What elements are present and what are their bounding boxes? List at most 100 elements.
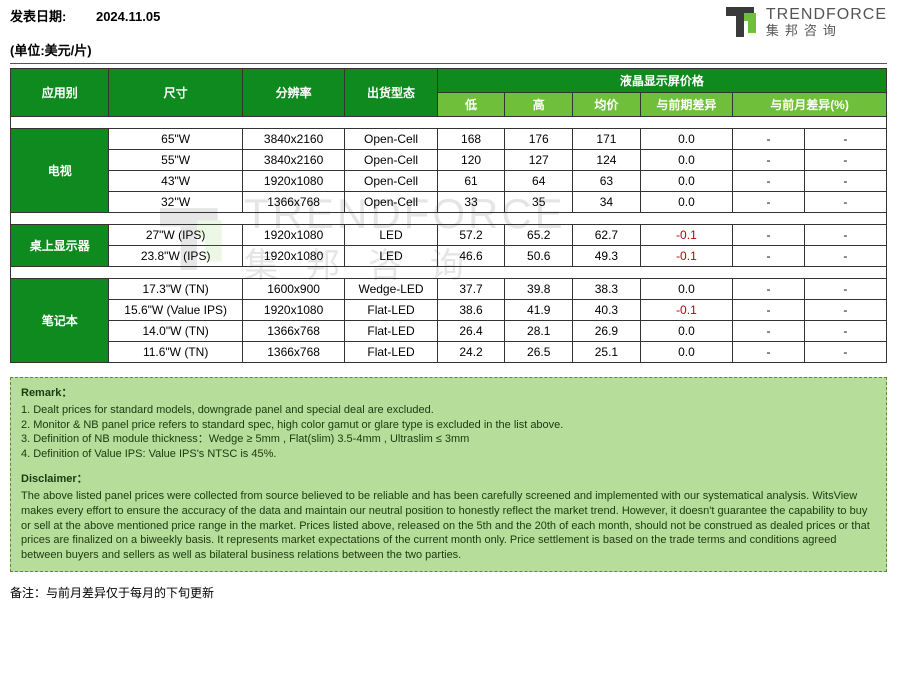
remark-line: 4. Definition of Value IPS: Value IPS's … [21,447,876,462]
cell-res: 1920x1080 [242,299,345,320]
publish-date-label: 发表日期: [10,6,66,25]
cell-res: 1366x768 [242,191,345,212]
table-row: 55"W3840x2160Open-Cell1201271240.0-- [11,149,887,170]
cell-diff-prev: 0.0 [640,128,732,149]
cell-high: 41.9 [505,299,573,320]
cell-ship: Wedge-LED [345,278,437,299]
table-row: 笔记本17.3"W (TN)1600x900Wedge-LED37.739.83… [11,278,887,299]
table-row: 14.0"W (TN)1366x768Flat-LED26.428.126.90… [11,320,887,341]
cell-low: 61 [437,170,505,191]
logo-cn: 集邦咨询 [766,24,887,38]
cell-size: 32''W [109,191,242,212]
col-diff-month: 与前月差异(%) [733,92,887,116]
cell-diff-month-a: - [733,299,805,320]
table-row: 32''W1366x768Open-Cell3335340.0-- [11,191,887,212]
cell-high: 127 [505,149,573,170]
cell-avg: 49.3 [573,245,641,266]
cell-diff-prev: -0.1 [640,224,732,245]
remark-box: Remark： 1. Dealt prices for standard mod… [10,377,887,572]
cell-ship: Open-Cell [345,128,437,149]
table-row: 23.8"W (IPS)1920x1080LED46.650.649.3-0.1… [11,245,887,266]
col-ship: 出货型态 [345,68,437,116]
cell-high: 64 [505,170,573,191]
cell-ship: LED [345,245,437,266]
cell-ship: Flat-LED [345,299,437,320]
cell-size: 15.6"W (Value IPS) [109,299,242,320]
cell-high: 176 [505,128,573,149]
cell-low: 37.7 [437,278,505,299]
cell-res: 1920x1080 [242,224,345,245]
cell-low: 168 [437,128,505,149]
category-cell: 笔记本 [11,278,109,362]
col-high: 高 [505,92,573,116]
publish-date-value: 2024.11.05 [96,9,160,24]
cell-diff-month-b: - [804,341,886,362]
cell-size: 17.3"W (TN) [109,278,242,299]
col-app: 应用别 [11,68,109,116]
cell-low: 120 [437,149,505,170]
cell-diff-month-a: - [733,224,805,245]
table-row: 电视65"W3840x2160Open-Cell1681761710.0-- [11,128,887,149]
cell-high: 26.5 [505,341,573,362]
cell-diff-prev: -0.1 [640,299,732,320]
cell-diff-month-a: - [733,245,805,266]
category-cell: 电视 [11,128,109,212]
cell-diff-month-a: - [733,128,805,149]
col-low: 低 [437,92,505,116]
header-divider [10,63,887,64]
cell-size: 55"W [109,149,242,170]
remark-line: 3. Definition of NB module thickness：Wed… [21,432,876,447]
cell-diff-prev: 0.0 [640,278,732,299]
col-diff-prev: 与前期差异 [640,92,732,116]
cell-size: 43"W [109,170,242,191]
cell-avg: 63 [573,170,641,191]
section-gap [11,116,887,128]
category-cell: 桌上显示器 [11,224,109,266]
cell-ship: Open-Cell [345,149,437,170]
logo-icon [726,7,760,37]
cell-avg: 40.3 [573,299,641,320]
logo-text: TRENDFORCE 集邦咨询 [766,6,887,38]
cell-res: 1600x900 [242,278,345,299]
cell-size: 11.6"W (TN) [109,341,242,362]
cell-low: 57.2 [437,224,505,245]
cell-ship: Flat-LED [345,341,437,362]
remark-title: Remark： [21,386,876,401]
cell-diff-prev: 0.0 [640,341,732,362]
cell-high: 28.1 [505,320,573,341]
disclaimer-title: Disclaimer： [21,472,876,487]
cell-high: 50.6 [505,245,573,266]
cell-res: 1920x1080 [242,170,345,191]
cell-avg: 124 [573,149,641,170]
cell-ship: Open-Cell [345,191,437,212]
table-row: 桌上显示器27"W (IPS)1920x1080LED57.265.262.7-… [11,224,887,245]
cell-low: 24.2 [437,341,505,362]
table-head: 应用别 尺寸 分辨率 出货型态 液晶显示屏价格 低 高 均价 与前期差异 与前月… [11,68,887,116]
cell-diff-month-a: - [733,149,805,170]
remark-line: 1. Dealt prices for standard models, dow… [21,403,876,418]
cell-res: 1920x1080 [242,245,345,266]
col-price-group: 液晶显示屏价格 [437,68,886,92]
cell-diff-month-b: - [804,149,886,170]
cell-diff-month-a: - [733,191,805,212]
cell-diff-month-b: - [804,278,886,299]
cell-diff-prev: 0.0 [640,149,732,170]
cell-diff-month-a: - [733,278,805,299]
cell-low: 26.4 [437,320,505,341]
cell-diff-month-a: - [733,320,805,341]
remark-lines: 1. Dealt prices for standard models, dow… [21,403,876,462]
cell-res: 3840x2160 [242,128,345,149]
logo-en: TRENDFORCE [766,6,887,24]
col-avg: 均价 [573,92,641,116]
disclaimer-text: The above listed panel prices were colle… [21,489,876,563]
section-gap [11,212,887,224]
trendforce-logo: TRENDFORCE 集邦咨询 [726,6,887,38]
cell-high: 65.2 [505,224,573,245]
cell-res: 1366x768 [242,320,345,341]
cell-avg: 171 [573,128,641,149]
cell-diff-month-b: - [804,224,886,245]
cell-low: 46.6 [437,245,505,266]
cell-diff-month-b: - [804,170,886,191]
remark-line: 2. Monitor & NB panel price refers to st… [21,418,876,433]
cell-diff-prev: 0.0 [640,170,732,191]
